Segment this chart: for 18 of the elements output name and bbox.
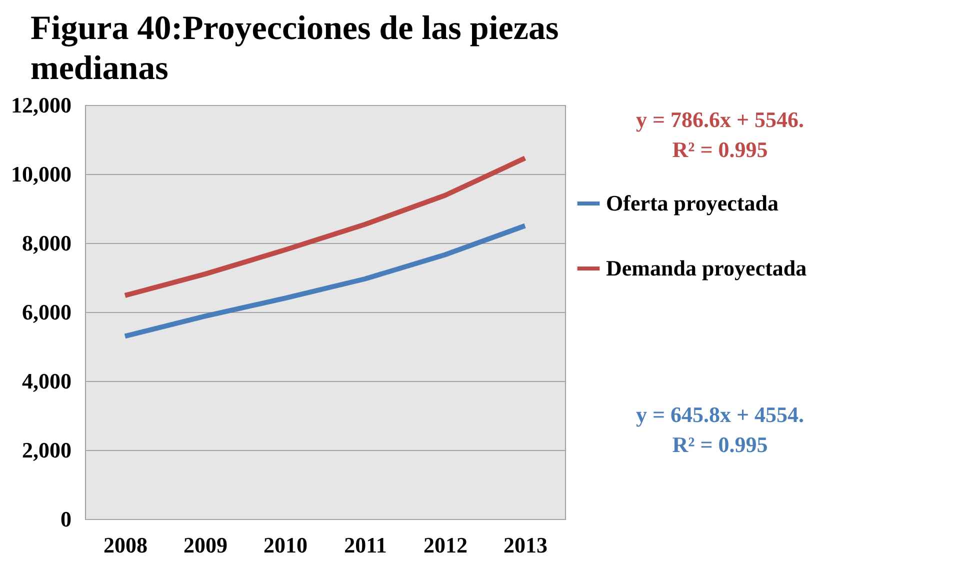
- x-tick-label: 2010: [264, 532, 308, 558]
- text: y = 786.6x + 5546. R² = 0.995: [636, 107, 804, 162]
- x-tick-label: 2013: [504, 532, 548, 558]
- x-tick-label: 2012: [424, 532, 468, 558]
- x-tick-label: 2009: [184, 532, 228, 558]
- y-tick-label: 0: [60, 506, 72, 532]
- y-tick-label: 8,000: [22, 230, 72, 256]
- y-tick-label: 10,000: [11, 162, 72, 186]
- y-tick-label: 2,000: [22, 438, 72, 462]
- x-tick-label: 2011: [344, 532, 387, 558]
- legend-label: Demanda proyectada: [606, 256, 807, 280]
- y-tick-label: 4,000: [22, 368, 72, 394]
- x-tick-label: 2008: [104, 532, 148, 558]
- y-tick-label: 12,000: [11, 92, 72, 118]
- y-tick-label: 6,000: [22, 300, 72, 324]
- text: y = 645.8x + 4554. R² = 0.995: [636, 402, 804, 457]
- legend-label: Oferta proyectada: [606, 190, 778, 216]
- chart-title: Figura 40:Proyecciones de las piezas medianas: [30, 10, 559, 87]
